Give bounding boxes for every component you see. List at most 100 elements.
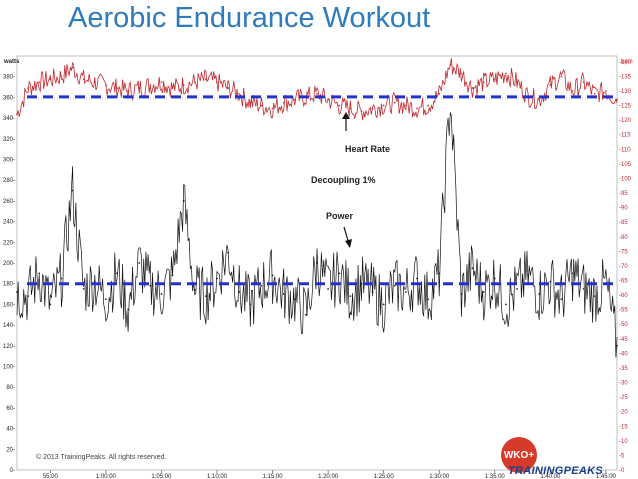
power-point	[438, 272, 441, 275]
power-point	[371, 291, 374, 293]
x-axis-ticks: 55:00 1:00:00 1:05:00 1:10:00 1:15:00 1:20:00…	[43, 470, 617, 479]
power-point	[416, 277, 418, 280]
reference-lines	[27, 95, 616, 286]
x-tick-label: 1:35:00	[485, 474, 506, 479]
x-tick-label: 1:05:00	[151, 474, 172, 479]
x-tick-label: 1:15:00	[263, 474, 284, 479]
power-point	[460, 293, 463, 295]
series-layer	[16, 58, 618, 358]
heart-rate-point	[104, 84, 107, 87]
power-point	[160, 293, 163, 295]
power-point	[238, 291, 241, 293]
power-point	[471, 267, 474, 270]
power-point	[249, 303, 252, 306]
heart-rate-point	[382, 104, 385, 107]
power-point	[38, 272, 41, 275]
power-point	[271, 274, 274, 277]
power-point	[516, 287, 518, 290]
left-tick-label: 320-	[3, 137, 15, 143]
left-tick-label: 300-	[3, 158, 15, 164]
right-tick-label: -30	[619, 381, 628, 387]
heart-rate-point	[538, 98, 541, 101]
heart-rate-point	[616, 98, 618, 101]
annotation-power-label: Power	[326, 211, 354, 221]
heart-rate-point	[327, 98, 330, 101]
heart-rate-point	[571, 90, 574, 92]
heart-rate-point	[404, 104, 407, 107]
right-tick-label: -75	[619, 249, 628, 255]
heart-rate-point	[460, 72, 463, 75]
heart-rate-point	[593, 93, 596, 95]
power-point	[404, 291, 407, 293]
right-tick-label: -45	[619, 337, 628, 343]
power-point	[293, 298, 296, 301]
power-point	[93, 280, 96, 283]
right-tick-label: -90	[619, 206, 628, 212]
heart-rate-point	[60, 75, 63, 78]
left-tick-label: 280-	[3, 178, 15, 184]
power-point	[360, 282, 363, 285]
heart-rate-point	[49, 78, 52, 81]
left-tick-label: 140-	[3, 323, 15, 329]
right-tick-label: -40	[619, 351, 628, 357]
right-tick-label: -105	[619, 162, 632, 168]
heart-rate-point	[416, 107, 418, 110]
annotation-heart-rate: Heart Rate	[342, 112, 390, 154]
heart-rate-point	[271, 107, 274, 110]
trainingpeaks-logo: TRAININGPEAKS	[508, 465, 603, 477]
heart-rate-point	[582, 81, 585, 84]
right-tick-label: -115	[619, 133, 631, 139]
left-axis-ticks: 0- 20- 40- 60- 80- 100- 120- 140- 160- 180- 200- 22…	[3, 75, 15, 474]
heart-rate-point	[604, 90, 607, 92]
power-point	[149, 284, 152, 287]
x-tick-label: 1:45:00	[596, 474, 617, 479]
right-tick-label: -70	[619, 264, 628, 270]
left-tick-label: 160-	[3, 302, 15, 308]
heart-rate-point	[360, 110, 363, 113]
power-point	[60, 277, 63, 280]
x-tick-label: 1:20:00	[318, 474, 339, 479]
left-tick-label: 200-	[3, 261, 15, 267]
power-point	[71, 189, 74, 192]
right-tick-label: -20	[619, 410, 628, 416]
heart-rate-point	[438, 93, 441, 95]
wko-logo: WKO+	[501, 437, 537, 473]
power-point	[582, 287, 585, 290]
right-tick-label: -0	[619, 468, 625, 474]
right-tick-label: -120	[619, 118, 632, 124]
annotation-power: Power	[326, 211, 354, 248]
right-axis-unit: bpm	[621, 59, 633, 65]
left-tick-label: 0-	[10, 468, 15, 474]
power-point	[504, 303, 507, 306]
x-tick-label: 1:00:00	[96, 474, 117, 479]
heart-rate-point	[16, 113, 18, 116]
heart-rate-point	[138, 87, 141, 89]
heart-rate-point	[282, 101, 285, 104]
heart-rate-point	[393, 101, 396, 104]
left-tick-label: 40-	[6, 427, 15, 433]
heart-rate-point	[249, 101, 252, 104]
heart-rate-point	[260, 104, 263, 107]
power-point	[304, 313, 307, 316]
heart-rate-point	[427, 104, 430, 107]
left-tick-label: 380-	[3, 75, 15, 81]
right-tick-label: -85	[619, 220, 628, 226]
left-tick-label: 60-	[6, 406, 15, 412]
left-tick-label: 120-	[3, 344, 15, 350]
power-point	[227, 251, 230, 254]
power-point	[327, 287, 330, 290]
power-point	[282, 293, 285, 295]
left-tick-label: 340-	[3, 116, 15, 122]
x-tick-label: 1:30:00	[429, 474, 450, 479]
right-tick-label: -50	[619, 322, 628, 328]
power-point	[427, 298, 430, 301]
heart-rate-point	[171, 87, 174, 89]
right-tick-label: -100	[619, 176, 632, 182]
power-point	[27, 295, 30, 298]
right-tick-label: -80	[619, 235, 628, 241]
heart-rate-point	[160, 81, 163, 84]
left-axis-unit: watts	[3, 59, 20, 65]
power-point	[393, 284, 396, 287]
right-tick-label: -55	[619, 308, 628, 314]
heart-rate-point	[293, 98, 296, 101]
